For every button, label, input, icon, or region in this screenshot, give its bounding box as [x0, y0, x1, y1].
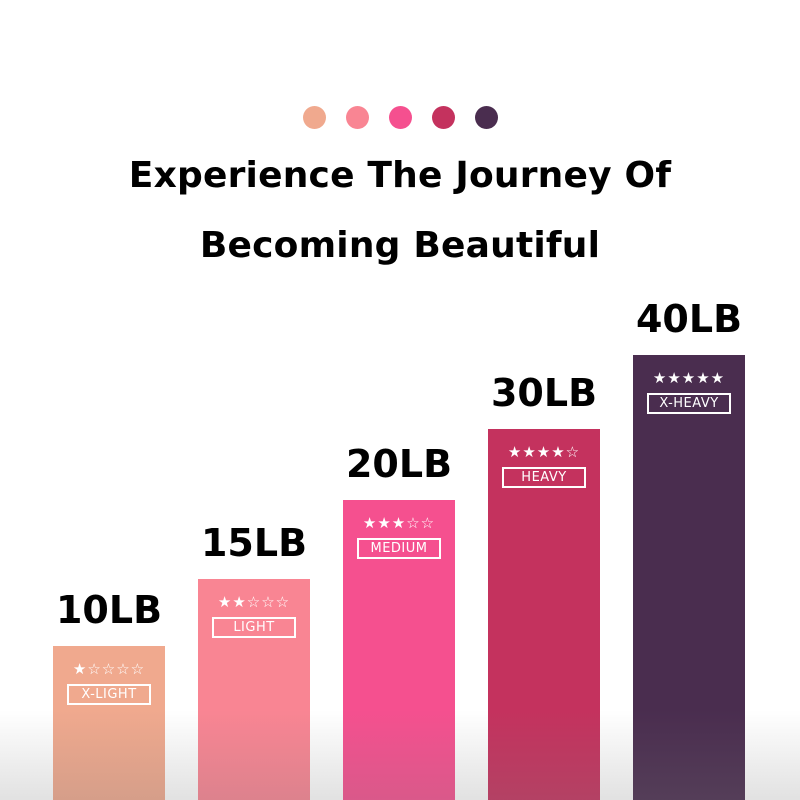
star-rating-icon: ★★★★☆ — [507, 443, 581, 461]
bar-value-label: 30LB — [490, 371, 598, 415]
bar-medium: ★★★☆☆ MEDIUM — [343, 500, 455, 800]
star-rating-icon: ★☆☆☆☆ — [72, 660, 146, 678]
level-label: LIGHT — [212, 617, 296, 638]
level-label: HEAVY — [502, 467, 586, 488]
bar-heavy: ★★★★☆ HEAVY — [488, 429, 600, 800]
level-label: MEDIUM — [357, 538, 441, 559]
level-label: X-HEAVY — [647, 393, 731, 414]
star-rating-icon: ★★☆☆☆ — [217, 593, 291, 611]
color-dot — [345, 106, 369, 129]
color-dot — [388, 106, 412, 129]
color-dot — [431, 106, 455, 129]
page-title-line-1: Experience The Journey Of — [128, 155, 672, 196]
bar-value-label: 15LB — [200, 521, 308, 565]
bar-value-label: 40LB — [635, 297, 743, 341]
bar-light: ★★☆☆☆ LIGHT — [198, 579, 310, 800]
color-dot — [474, 106, 498, 129]
color-dots — [0, 106, 800, 129]
star-rating-icon: ★★★★★ — [652, 369, 726, 387]
bar-x-heavy: ★★★★★ X-HEAVY — [633, 355, 745, 800]
bar-x-light: ★☆☆☆☆ X-LIGHT — [53, 646, 165, 800]
bar-value-label: 10LB — [55, 588, 163, 632]
bar-value-label: 20LB — [345, 442, 453, 486]
color-dot — [302, 106, 326, 129]
star-rating-icon: ★★★☆☆ — [362, 514, 436, 532]
page-title-line-2: Becoming Beautiful — [199, 225, 601, 266]
level-label: X-LIGHT — [67, 684, 151, 705]
